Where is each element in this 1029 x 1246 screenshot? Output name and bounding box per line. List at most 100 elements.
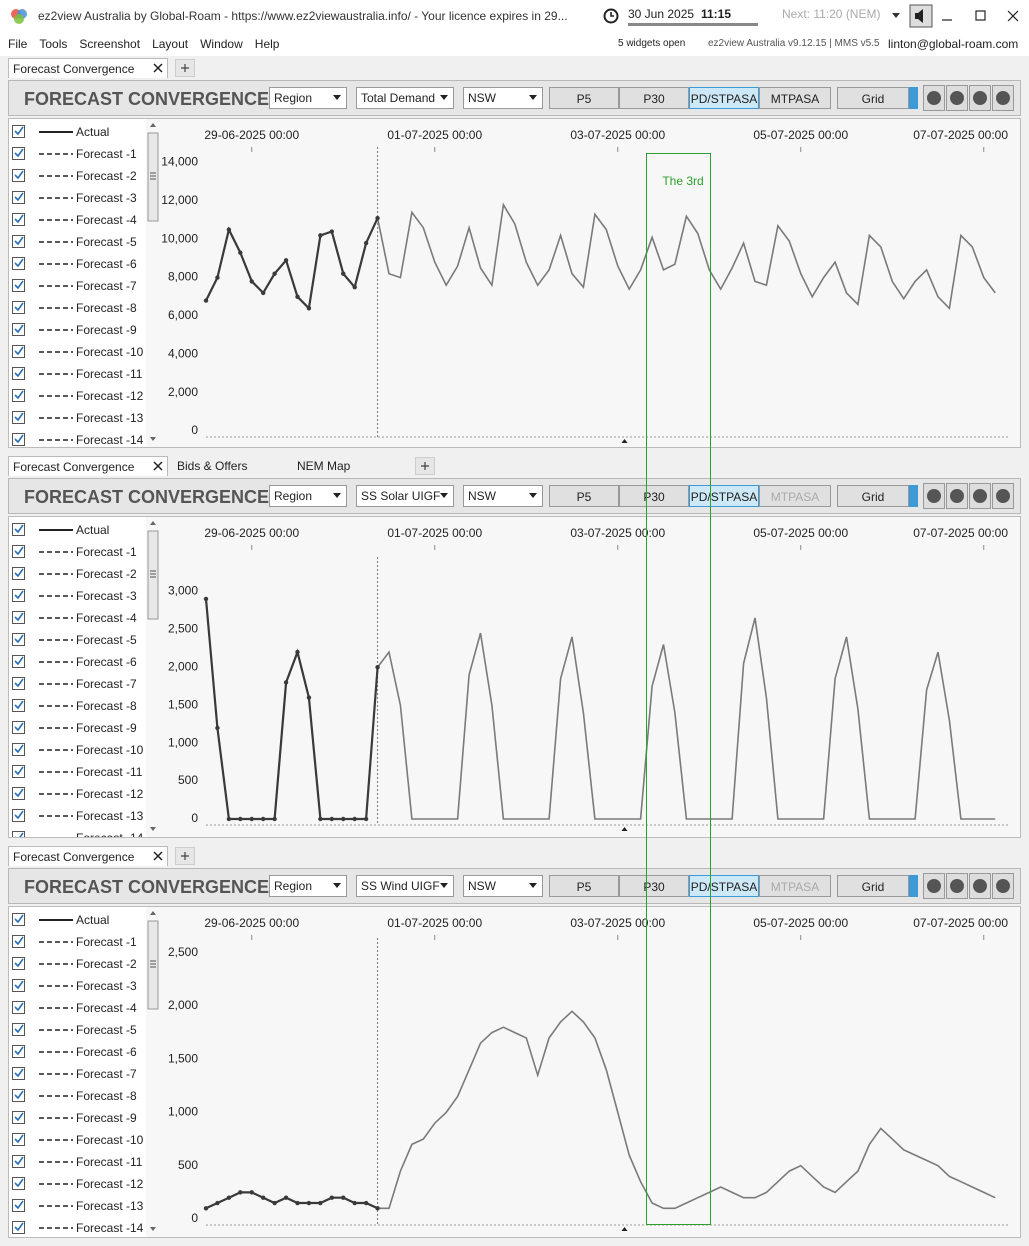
legend-item[interactable]: Forecast -2 — [9, 565, 146, 583]
tab[interactable]: Forecast Convergence — [8, 58, 168, 78]
menu-item[interactable]: Tools — [39, 37, 68, 51]
legend-item[interactable]: Forecast -9 — [9, 321, 146, 339]
favourite-button[interactable] — [923, 483, 945, 509]
menu-item[interactable]: File — [8, 37, 28, 51]
add-tab[interactable] — [415, 457, 435, 475]
toggle-button[interactable]: P30 — [619, 485, 689, 507]
favourite-button[interactable] — [923, 85, 945, 111]
legend-item[interactable]: Forecast -3 — [9, 587, 146, 605]
toggle-button[interactable]: PD/STPASA — [689, 875, 759, 897]
legend-item[interactable]: Forecast -5 — [9, 631, 146, 649]
legend-item[interactable]: Forecast -12 — [9, 785, 146, 803]
menu-item[interactable]: Layout — [152, 37, 189, 51]
legend-item[interactable]: Forecast -10 — [9, 343, 146, 361]
favourite-button[interactable] — [923, 873, 945, 899]
tab[interactable]: Bids & Offers — [173, 456, 288, 476]
dropdown[interactable]: NSW — [463, 485, 543, 507]
legend-item[interactable]: Forecast -4 — [9, 211, 146, 229]
dropdown[interactable]: NSW — [463, 875, 543, 897]
screenshot-button[interactable] — [946, 483, 968, 509]
legend-item[interactable]: Forecast -2 — [9, 167, 146, 185]
help-button[interactable] — [969, 873, 991, 899]
legend-item[interactable]: Forecast -4 — [9, 999, 146, 1017]
toggle-button[interactable]: MTPASA — [759, 87, 831, 109]
dropdown[interactable]: SS Solar UIGF — [356, 485, 454, 507]
dropdown[interactable]: Total Demand — [356, 87, 454, 109]
tab[interactable]: NEM Map — [293, 456, 408, 476]
comment-button[interactable] — [992, 483, 1014, 509]
legend-item[interactable]: Forecast -6 — [9, 1043, 146, 1061]
menu-item[interactable]: Screenshot — [79, 37, 141, 51]
tab[interactable]: Forecast Convergence — [8, 456, 168, 476]
legend-item[interactable]: Forecast -3 — [9, 189, 146, 207]
legend-item[interactable]: Forecast -10 — [9, 741, 146, 759]
legend-item[interactable]: Forecast -14 — [9, 829, 146, 837]
close[interactable] — [1007, 10, 1019, 22]
help-button[interactable] — [969, 483, 991, 509]
legend-item[interactable]: Forecast -12 — [9, 387, 146, 405]
legend-item[interactable]: Forecast -11 — [9, 365, 146, 383]
add-tab[interactable] — [175, 847, 195, 865]
legend-item[interactable]: Forecast -9 — [9, 719, 146, 737]
scrollbar[interactable] — [146, 119, 160, 448]
toggle-button[interactable]: Grid — [837, 485, 909, 507]
toggle-button[interactable]: MTPASA — [759, 875, 831, 897]
screenshot-button[interactable] — [946, 873, 968, 899]
tab-close[interactable] — [153, 63, 163, 73]
tab-close[interactable] — [153, 461, 163, 471]
screenshot-button[interactable] — [946, 85, 968, 111]
legend-item[interactable]: Forecast -5 — [9, 233, 146, 251]
toggle-button[interactable]: P30 — [619, 87, 689, 109]
toggle-button[interactable]: Grid — [837, 87, 909, 109]
toggle-button[interactable]: MTPASA — [759, 485, 831, 507]
legend-item[interactable]: Forecast -13 — [9, 409, 146, 427]
legend-item[interactable]: Forecast -7 — [9, 1065, 146, 1083]
toggle-button[interactable]: P5 — [549, 875, 619, 897]
legend-item[interactable]: Actual — [9, 911, 146, 929]
legend-item[interactable]: Forecast -12 — [9, 1175, 146, 1193]
dropdown[interactable]: NSW — [463, 87, 543, 109]
tab-close[interactable] — [153, 851, 163, 861]
checkbox[interactable] — [12, 831, 25, 838]
legend-item[interactable]: Forecast -7 — [9, 675, 146, 693]
legend-item[interactable]: Forecast -8 — [9, 299, 146, 317]
menu-item[interactable]: Window — [200, 37, 243, 51]
legend-item[interactable]: Forecast -8 — [9, 697, 146, 715]
legend-item[interactable]: Forecast -7 — [9, 277, 146, 295]
legend-item[interactable]: Forecast -10 — [9, 1131, 146, 1149]
legend-item[interactable]: Forecast -5 — [9, 1021, 146, 1039]
comment-button[interactable] — [992, 873, 1014, 899]
legend-item[interactable]: Forecast -8 — [9, 1087, 146, 1105]
legend-item[interactable]: Forecast -1 — [9, 543, 146, 561]
toggle-button[interactable]: P5 — [549, 87, 619, 109]
dropdown[interactable]: Region — [269, 87, 347, 109]
dropdown[interactable]: SS Wind UIGF — [356, 875, 454, 897]
menu-item[interactable]: Help — [254, 37, 280, 51]
toggle-button[interactable]: P30 — [619, 875, 689, 897]
legend-item[interactable]: Forecast -6 — [9, 653, 146, 671]
legend-item[interactable]: Actual — [9, 521, 146, 539]
legend-item[interactable]: Forecast -14 — [9, 1219, 146, 1237]
toggle-button[interactable]: Grid — [837, 875, 909, 897]
legend-item[interactable]: Forecast -13 — [9, 1197, 146, 1215]
dropdown[interactable]: Region — [269, 485, 347, 507]
legend-item[interactable]: Forecast -9 — [9, 1109, 146, 1127]
help-button[interactable] — [969, 85, 991, 111]
scrollbar[interactable] — [146, 517, 160, 838]
legend-item[interactable]: Actual — [9, 123, 146, 141]
legend-item[interactable]: Forecast -3 — [9, 977, 146, 995]
tab[interactable]: Forecast Convergence — [8, 846, 168, 866]
scrollbar[interactable] — [146, 907, 160, 1238]
toggle-button[interactable]: PD/STPASA — [689, 87, 759, 109]
legend-item[interactable]: Forecast -4 — [9, 609, 146, 627]
legend-item[interactable]: Forecast -11 — [9, 1153, 146, 1171]
legend-item[interactable]: Forecast -14 — [9, 431, 146, 447]
toggle-button[interactable]: P5 — [549, 485, 619, 507]
toggle-button[interactable]: PD/STPASA — [689, 485, 759, 507]
legend-item[interactable]: Forecast -1 — [9, 933, 146, 951]
legend-item[interactable]: Forecast -1 — [9, 145, 146, 163]
legend-item[interactable]: Forecast -2 — [9, 955, 146, 973]
legend-item[interactable]: Forecast -13 — [9, 807, 146, 825]
add-tab[interactable] — [175, 59, 195, 77]
maximize[interactable] — [975, 10, 986, 21]
